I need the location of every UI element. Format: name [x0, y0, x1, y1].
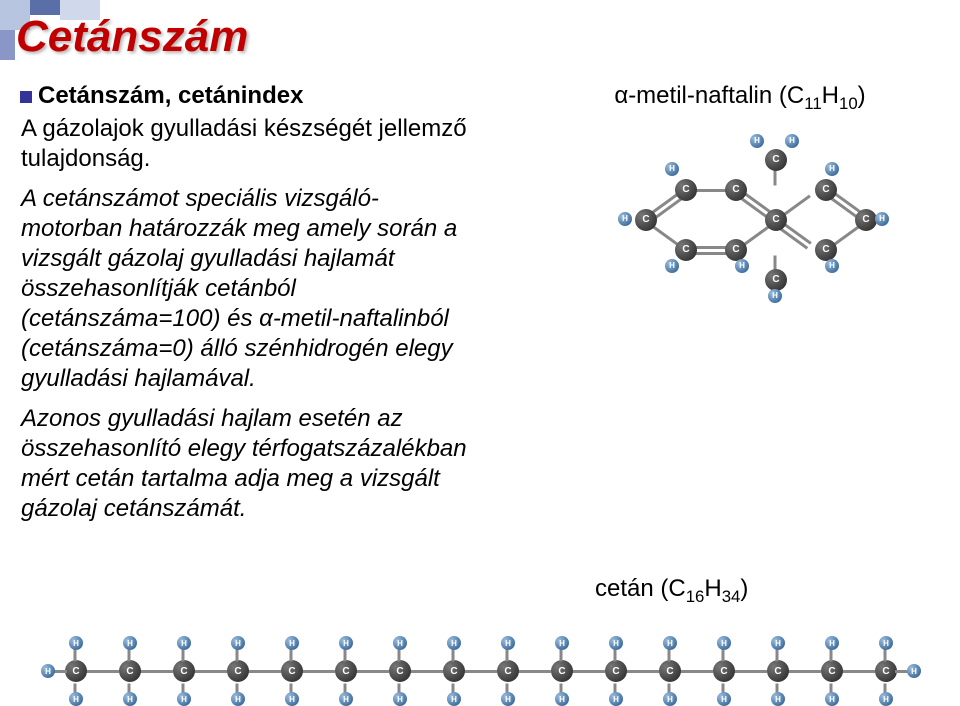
hydrogen-atom: H: [447, 636, 461, 650]
hydrogen-atom: H: [785, 134, 799, 148]
hydrogen-atom: H: [609, 636, 623, 650]
hydrogen-atom: H: [879, 692, 893, 706]
text-content: Cetánszám, cetánindex A gázolajok gyulla…: [20, 82, 470, 534]
hydrogen-atom: H: [339, 692, 353, 706]
carbon-atom: C: [119, 660, 141, 682]
carbon-atom: C: [65, 660, 87, 682]
naph-sub1: 11: [804, 94, 821, 113]
hydrogen-atom: H: [717, 636, 731, 650]
naphthalene-label: α-metil-naftalin (C11H10): [540, 82, 940, 114]
hydrogen-atom: H: [665, 259, 679, 273]
carbon-atom: C: [713, 660, 735, 682]
carbon-atom: C: [725, 179, 747, 201]
hydrogen-atom: H: [768, 289, 782, 303]
carbon-atom: C: [815, 179, 837, 201]
bullet-icon: [20, 91, 32, 103]
hydrogen-atom: H: [123, 692, 137, 706]
paragraph-3: Azonos gyulladási hajlam esetén az össze…: [21, 404, 470, 524]
hydrogen-atom: H: [907, 664, 921, 678]
hydrogen-atom: H: [501, 692, 515, 706]
carbon-atom: C: [443, 660, 465, 682]
hydrogen-atom: H: [735, 259, 749, 273]
hydrogen-atom: H: [879, 636, 893, 650]
carbon-atom: C: [765, 209, 787, 231]
hydrogen-atom: H: [501, 636, 515, 650]
hydrogen-atom: H: [285, 636, 299, 650]
cet-label-pre: cetán (C: [595, 575, 686, 602]
naph-sub2: 10: [839, 94, 858, 113]
naphthalene-section: α-metil-naftalin (C11H10) CCCCCCCCCCCHHH…: [540, 82, 940, 344]
carbon-atom: C: [815, 239, 837, 261]
cet-sub1: 16: [686, 587, 705, 606]
carbon-atom: C: [659, 660, 681, 682]
hydrogen-atom: H: [231, 636, 245, 650]
cetane-label: cetán (C16H34): [595, 575, 748, 607]
hydrogen-atom: H: [771, 692, 785, 706]
carbon-atom: C: [765, 269, 787, 291]
carbon-atom: C: [855, 209, 877, 231]
hydrogen-atom: H: [393, 692, 407, 706]
hydrogen-atom: H: [231, 692, 245, 706]
hydrogen-atom: H: [665, 162, 679, 176]
naph-mid: H: [822, 82, 839, 109]
carbon-atom: C: [767, 660, 789, 682]
hydrogen-atom: H: [555, 692, 569, 706]
paragraph-2: A cetánszámot speciális vizsgáló-motorba…: [21, 184, 470, 394]
carbon-atom: C: [765, 149, 787, 171]
carbon-atom: C: [335, 660, 357, 682]
hydrogen-atom: H: [393, 636, 407, 650]
hydrogen-atom: H: [177, 636, 191, 650]
hydrogen-atom: H: [447, 692, 461, 706]
page-title: Cetánszám: [16, 12, 248, 62]
hydrogen-atom: H: [609, 692, 623, 706]
hydrogen-atom: H: [123, 636, 137, 650]
carbon-atom: C: [281, 660, 303, 682]
carbon-atom: C: [875, 660, 897, 682]
naphthalene-diagram: CCCCCCCCCCCHHHHHHHHHH: [560, 124, 920, 344]
hydrogen-atom: H: [41, 664, 55, 678]
carbon-atom: C: [605, 660, 627, 682]
hydrogen-atom: H: [69, 636, 83, 650]
hydrogen-atom: H: [825, 259, 839, 273]
hydrogen-atom: H: [663, 636, 677, 650]
hydrogen-atom: H: [618, 212, 632, 226]
cet-label-post: ): [740, 575, 748, 602]
cet-mid: H: [704, 575, 721, 602]
hydrogen-atom: H: [339, 636, 353, 650]
hydrogen-atom: H: [825, 162, 839, 176]
carbon-atom: C: [675, 239, 697, 261]
paragraph-1: A gázolajok gyulladási készségét jellemz…: [21, 114, 470, 174]
naph-label-post: ): [858, 82, 866, 109]
hydrogen-atom: H: [771, 636, 785, 650]
hydrogen-atom: H: [69, 692, 83, 706]
hydrogen-atom: H: [285, 692, 299, 706]
hydrogen-atom: H: [825, 636, 839, 650]
carbon-atom: C: [725, 239, 747, 261]
hydrogen-atom: H: [875, 212, 889, 226]
carbon-atom: C: [497, 660, 519, 682]
subtitle-row: Cetánszám, cetánindex: [20, 82, 470, 110]
carbon-atom: C: [551, 660, 573, 682]
cet-sub2: 34: [722, 587, 741, 606]
hydrogen-atom: H: [555, 636, 569, 650]
hydrogen-atom: H: [825, 692, 839, 706]
carbon-atom: C: [821, 660, 843, 682]
carbon-atom: C: [635, 209, 657, 231]
hydrogen-atom: H: [717, 692, 731, 706]
carbon-atom: C: [675, 179, 697, 201]
hydrogen-atom: H: [177, 692, 191, 706]
hydrogen-atom: H: [663, 692, 677, 706]
cetane-diagram: CHHHCHHCHHCHHCHHCHHCHHCHHCHHCHHCHHCHHCHH…: [40, 625, 940, 695]
naph-label-pre: α-metil-naftalin (C: [614, 82, 804, 109]
carbon-atom: C: [389, 660, 411, 682]
carbon-atom: C: [227, 660, 249, 682]
subtitle: Cetánszám, cetánindex: [38, 82, 303, 110]
hydrogen-atom: H: [750, 134, 764, 148]
carbon-atom: C: [173, 660, 195, 682]
